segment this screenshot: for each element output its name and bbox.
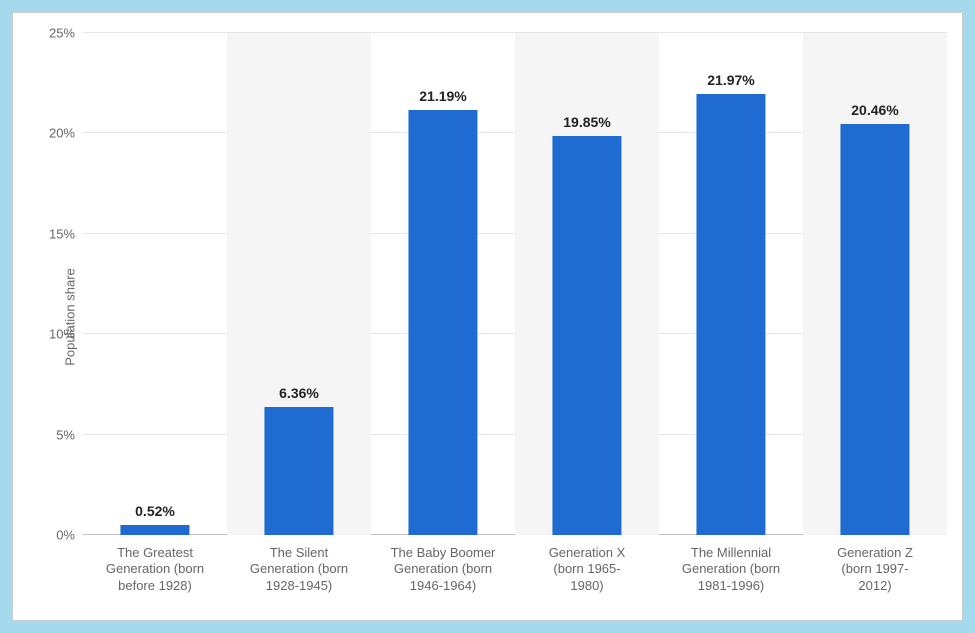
y-tick-label: 10%	[49, 327, 83, 342]
bar	[120, 525, 189, 535]
bar	[264, 407, 333, 535]
y-tick-label: 0%	[56, 528, 83, 543]
x-tick-label: The MillennialGeneration (born1981-1996)	[659, 535, 803, 594]
bar-value-label: 21.19%	[419, 88, 466, 104]
chart-column: 0.52%The GreatestGeneration (bornbefore …	[83, 33, 227, 535]
y-tick-label: 15%	[49, 226, 83, 241]
chart-outer: Population share 0%5%10%15%20%25%0.52%Th…	[0, 0, 975, 633]
y-tick-label: 20%	[49, 126, 83, 141]
bar	[840, 124, 909, 535]
bar-value-label: 21.97%	[707, 72, 754, 88]
bar	[552, 136, 621, 535]
bar	[408, 110, 477, 535]
chart-inner: Population share 0%5%10%15%20%25%0.52%Th…	[12, 12, 963, 621]
chart-column: 20.46%Generation Z(born 1997-2012)	[803, 33, 947, 535]
chart-column: 21.97%The MillennialGeneration (born1981…	[659, 33, 803, 535]
plot-area: 0%5%10%15%20%25%0.52%The GreatestGenerat…	[83, 33, 947, 535]
columns: 0.52%The GreatestGeneration (bornbefore …	[83, 33, 947, 535]
x-tick-label: The SilentGeneration (born1928-1945)	[227, 535, 371, 594]
chart-column: 21.19%The Baby BoomerGeneration (born194…	[371, 33, 515, 535]
y-axis-label: Population share	[62, 268, 77, 366]
bar-value-label: 6.36%	[279, 385, 319, 401]
x-tick-label: The Baby BoomerGeneration (born1946-1964…	[371, 535, 515, 594]
y-tick-label: 5%	[56, 427, 83, 442]
bar-value-label: 20.46%	[851, 102, 898, 118]
x-tick-label: Generation X(born 1965-1980)	[515, 535, 659, 594]
x-tick-label: Generation Z(born 1997-2012)	[803, 535, 947, 594]
chart-column: 6.36%The SilentGeneration (born1928-1945…	[227, 33, 371, 535]
bar-value-label: 19.85%	[563, 114, 610, 130]
x-tick-label: The GreatestGeneration (bornbefore 1928)	[83, 535, 227, 594]
bar	[696, 94, 765, 535]
y-tick-label: 25%	[49, 26, 83, 41]
bar-value-label: 0.52%	[135, 503, 175, 519]
chart-column: 19.85%Generation X(born 1965-1980)	[515, 33, 659, 535]
